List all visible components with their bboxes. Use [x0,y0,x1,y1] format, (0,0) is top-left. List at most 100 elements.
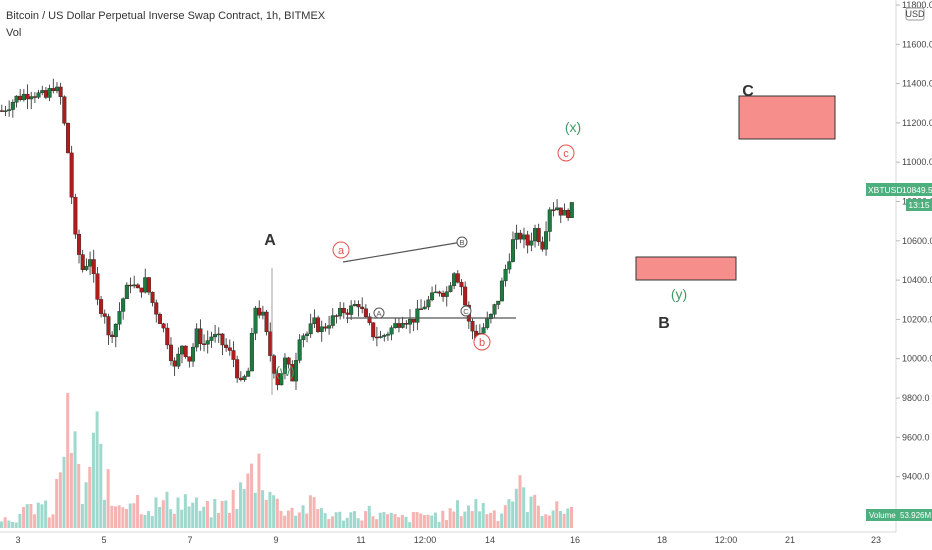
triangle-upper-line[interactable] [342,241,463,263]
candle[interactable] [202,343,207,345]
candle[interactable] [470,321,475,332]
candle[interactable] [514,232,519,240]
candle[interactable] [227,347,232,351]
candle[interactable] [113,323,118,338]
candle[interactable] [385,333,390,336]
candle[interactable] [69,152,74,198]
candle[interactable] [102,313,107,317]
candle[interactable] [198,328,203,344]
candle[interactable] [36,92,41,98]
candle[interactable] [194,328,199,348]
candle[interactable] [51,88,56,91]
candle[interactable] [426,299,431,308]
candle[interactable] [172,360,177,367]
candle[interactable] [216,333,221,336]
target-zone-c[interactable] [738,95,836,140]
candle[interactable] [463,286,468,306]
candle[interactable] [301,335,306,340]
candle[interactable] [18,95,23,101]
candle[interactable] [407,318,412,325]
candle[interactable] [485,318,490,328]
candle[interactable] [0,110,4,112]
candle[interactable] [374,336,379,339]
candle[interactable] [415,308,420,323]
candle[interactable] [146,277,151,293]
wave-label-b[interactable]: B [658,315,670,332]
candle[interactable] [246,370,251,377]
candle[interactable] [547,209,552,232]
candle[interactable] [29,96,34,100]
candle[interactable] [77,234,82,255]
candle[interactable] [562,210,567,216]
candle[interactable] [65,123,70,154]
price-axis[interactable]: 11800.011600.011400.011200.011000.010800… [896,0,932,482]
candle[interactable] [47,88,52,98]
wave-label-y[interactable]: (y) [671,286,687,302]
candle[interactable] [224,344,229,348]
candle[interactable] [308,323,313,335]
candle[interactable] [191,346,196,362]
candle[interactable] [389,327,394,335]
candle[interactable] [558,207,563,216]
candle[interactable] [95,273,100,300]
candle[interactable] [168,344,173,362]
candle[interactable] [525,234,530,246]
candle[interactable] [316,317,321,332]
candle[interactable] [282,357,287,374]
candle[interactable] [62,96,67,124]
candle[interactable] [213,334,218,338]
candle[interactable] [400,323,405,328]
candle[interactable] [14,95,19,103]
candle[interactable] [150,291,155,303]
candle[interactable] [312,317,317,324]
candle[interactable] [378,336,383,339]
triangle-c-circle[interactable] [460,305,472,317]
wave-b-circle[interactable] [473,333,491,351]
candle[interactable] [411,318,416,323]
candle[interactable] [99,299,104,314]
candle[interactable] [238,377,243,381]
candle[interactable] [268,331,273,356]
candle[interactable] [220,333,225,346]
candle[interactable] [422,306,427,310]
time-axis[interactable]: 3 5 7 9 11 12:00 14 16 18 12:00 21 23 [15,535,881,545]
candle[interactable] [551,209,556,211]
candle[interactable] [110,334,115,338]
candle[interactable] [205,340,210,345]
candle[interactable] [510,239,515,262]
candle[interactable] [371,322,376,338]
candle[interactable] [80,254,85,270]
candle[interactable] [235,359,240,379]
wave-label-c[interactable]: C [742,83,754,100]
candle[interactable] [286,357,291,365]
candle[interactable] [363,308,368,317]
candle[interactable] [437,291,442,294]
candle[interactable] [54,86,59,91]
candle[interactable] [319,326,324,332]
triangle-b-circle[interactable] [456,236,468,248]
triangle-a-circle[interactable] [373,307,385,319]
candle[interactable] [106,316,111,336]
candle[interactable] [327,325,332,329]
candle[interactable] [253,307,258,334]
candle[interactable] [165,327,170,346]
candle[interactable] [124,284,129,299]
candle[interactable] [396,323,401,328]
candle[interactable] [448,285,453,292]
candle[interactable] [21,93,26,101]
candle[interactable] [444,291,449,297]
candle[interactable] [73,197,78,235]
candle[interactable] [179,345,184,355]
candle[interactable] [341,308,346,314]
wave-label-a[interactable]: A [264,232,276,249]
candle[interactable] [334,315,339,317]
candle[interactable] [518,232,523,240]
candle[interactable] [7,109,12,111]
candle[interactable] [249,333,254,372]
candle[interactable] [566,210,571,218]
candle[interactable] [84,265,89,270]
candle[interactable] [349,305,354,315]
candle[interactable] [452,273,457,286]
candle[interactable] [433,291,438,294]
candle[interactable] [356,304,361,308]
